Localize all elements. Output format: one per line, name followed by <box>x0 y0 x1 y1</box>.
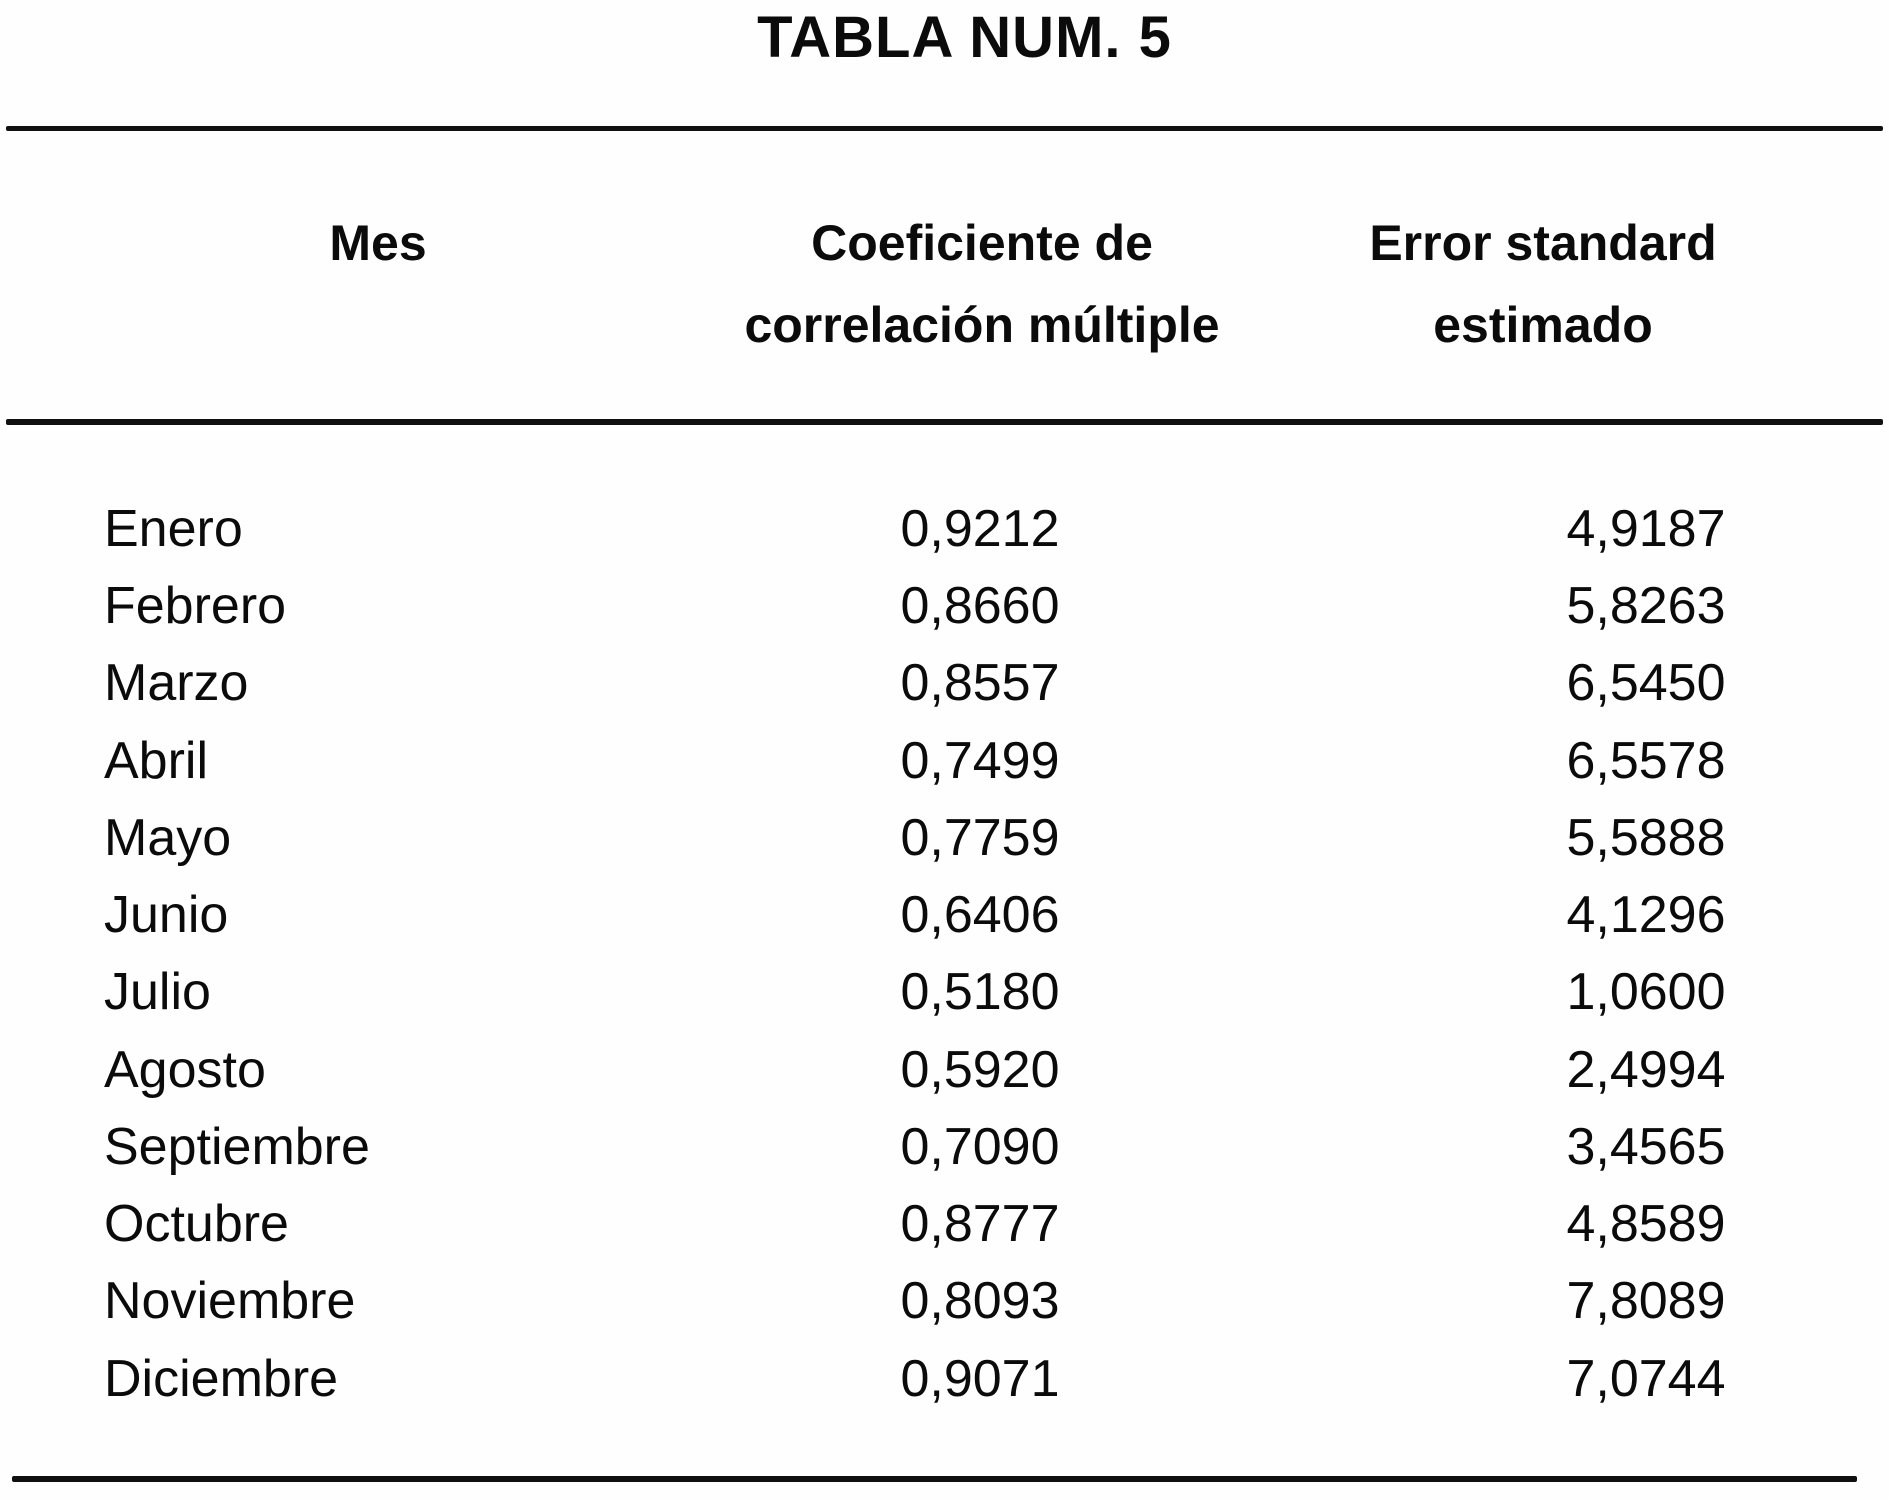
error-cell: 5,5888 <box>1566 809 1726 867</box>
table-row: Mayo 0,7759 5,5888 <box>0 812 1889 872</box>
column-header-mes: Mes <box>329 215 427 271</box>
coefficient-cell: 0,7499 <box>900 732 1060 790</box>
error-cell: 6,5578 <box>1566 732 1726 790</box>
bottom-rule <box>12 1476 1857 1482</box>
error-cell: 3,4565 <box>1566 1118 1726 1176</box>
error-cell: 4,9187 <box>1566 500 1726 558</box>
error-cell: 5,8263 <box>1566 577 1726 635</box>
month-cell: Octubre <box>104 1195 289 1253</box>
table-row: Octubre 0,8777 4,8589 <box>0 1198 1889 1258</box>
error-cell: 4,1296 <box>1566 886 1726 944</box>
table-row: Febrero 0,8660 5,8263 <box>0 580 1889 640</box>
coefficient-cell: 0,5920 <box>900 1041 1060 1099</box>
coefficient-cell: 0,8093 <box>900 1272 1060 1330</box>
month-cell: Diciembre <box>104 1350 339 1408</box>
coefficient-cell: 0,6406 <box>900 886 1060 944</box>
month-cell: Enero <box>104 500 243 558</box>
table-row: Diciembre 0,9071 7,0744 <box>0 1353 1889 1413</box>
month-cell: Febrero <box>104 577 287 635</box>
column-header-error-line1: Error standard <box>1369 215 1717 271</box>
month-cell: Junio <box>104 886 229 944</box>
header-separator-rule <box>6 419 1883 425</box>
column-header-error-line2: estimado <box>1433 297 1653 353</box>
top-rule <box>6 126 1883 131</box>
column-header-coeficiente-line1: Coeficiente de <box>811 215 1153 271</box>
table-row: Abril 0,7499 6,5578 <box>0 735 1889 795</box>
table-row: Noviembre 0,8093 7,8089 <box>0 1275 1889 1335</box>
error-cell: 7,0744 <box>1566 1350 1726 1408</box>
coefficient-cell: 0,7090 <box>900 1118 1060 1176</box>
coefficient-cell: 0,5180 <box>900 963 1060 1021</box>
table-title: TABLA NUM. 5 <box>757 5 1172 70</box>
error-cell: 4,8589 <box>1566 1195 1726 1253</box>
table-row: Junio 0,6406 4,1296 <box>0 889 1889 949</box>
error-cell: 2,4994 <box>1566 1041 1726 1099</box>
month-cell: Septiembre <box>104 1118 370 1176</box>
error-cell: 6,5450 <box>1566 654 1726 712</box>
table-row: Julio 0,5180 1,0600 <box>0 966 1889 1026</box>
month-cell: Marzo <box>104 654 249 712</box>
error-cell: 7,8089 <box>1566 1272 1726 1330</box>
coefficient-cell: 0,8777 <box>900 1195 1060 1253</box>
coefficient-cell: 0,9071 <box>900 1350 1060 1408</box>
month-cell: Julio <box>104 963 211 1021</box>
table-row: Septiembre 0,7090 3,4565 <box>0 1121 1889 1181</box>
month-cell: Abril <box>104 732 209 790</box>
column-header-coeficiente-line2: correlación múltiple <box>744 297 1220 353</box>
coefficient-cell: 0,8660 <box>900 577 1060 635</box>
table-row: Agosto 0,5920 2,4994 <box>0 1044 1889 1104</box>
table-row: Enero 0,9212 4,9187 <box>0 503 1889 563</box>
error-cell: 1,0600 <box>1566 963 1726 1021</box>
month-cell: Agosto <box>104 1041 266 1099</box>
coefficient-cell: 0,7759 <box>900 809 1060 867</box>
table-row: Marzo 0,8557 6,5450 <box>0 657 1889 717</box>
coefficient-cell: 0,8557 <box>900 654 1060 712</box>
coefficient-cell: 0,9212 <box>900 500 1060 558</box>
month-cell: Mayo <box>104 809 232 867</box>
month-cell: Noviembre <box>104 1272 356 1330</box>
